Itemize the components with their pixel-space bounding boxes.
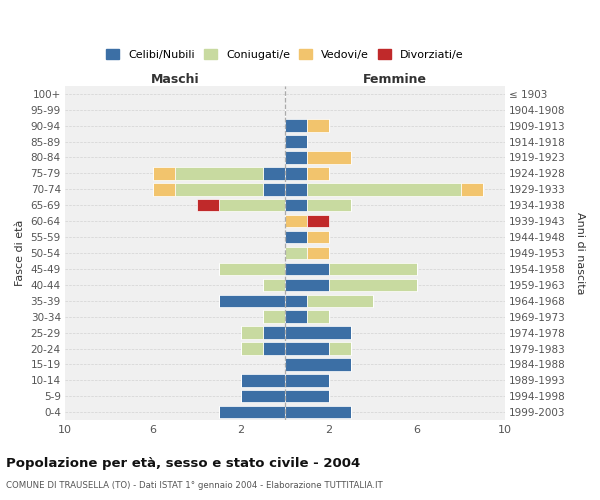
Bar	[285, 310, 307, 323]
Bar	[263, 326, 285, 339]
Bar	[241, 342, 263, 354]
Bar	[285, 406, 351, 418]
Bar	[285, 342, 329, 354]
Bar	[241, 326, 263, 339]
Text: Popolazione per età, sesso e stato civile - 2004: Popolazione per età, sesso e stato civil…	[6, 458, 360, 470]
Bar	[285, 390, 329, 402]
Bar	[307, 247, 329, 259]
Bar	[307, 120, 329, 132]
Bar	[307, 152, 351, 164]
Bar	[285, 152, 307, 164]
Bar	[197, 199, 219, 211]
Bar	[263, 342, 285, 354]
Text: Femmine: Femmine	[363, 73, 427, 86]
Bar	[329, 342, 351, 354]
Bar	[307, 294, 373, 307]
Text: COMUNE DI TRAUSELLA (TO) - Dati ISTAT 1° gennaio 2004 - Elaborazione TUTTITALIA.: COMUNE DI TRAUSELLA (TO) - Dati ISTAT 1°…	[6, 481, 383, 490]
Bar	[175, 183, 263, 196]
Bar	[263, 278, 285, 291]
Bar	[263, 167, 285, 179]
Bar	[285, 215, 307, 228]
Bar	[241, 374, 285, 386]
Bar	[153, 167, 175, 179]
Bar	[307, 167, 329, 179]
Bar	[285, 374, 329, 386]
Bar	[219, 262, 285, 275]
Bar	[285, 231, 307, 243]
Bar	[241, 390, 285, 402]
Bar	[285, 120, 307, 132]
Bar	[263, 310, 285, 323]
Bar	[329, 262, 417, 275]
Bar	[307, 310, 329, 323]
Bar	[285, 199, 307, 211]
Bar	[285, 294, 307, 307]
Legend: Celibi/Nubili, Coniugati/e, Vedovi/e, Divorziati/e: Celibi/Nubili, Coniugati/e, Vedovi/e, Di…	[101, 44, 468, 64]
Bar	[285, 136, 307, 148]
Bar	[285, 247, 307, 259]
Bar	[285, 262, 329, 275]
Bar	[307, 215, 329, 228]
Bar	[153, 183, 175, 196]
Bar	[307, 199, 351, 211]
Bar	[285, 358, 351, 370]
Bar	[285, 326, 351, 339]
Bar	[219, 294, 285, 307]
Bar	[263, 183, 285, 196]
Y-axis label: Fasce di età: Fasce di età	[15, 220, 25, 286]
Bar	[219, 199, 285, 211]
Bar	[307, 231, 329, 243]
Bar	[307, 183, 461, 196]
Bar	[219, 406, 285, 418]
Bar	[285, 278, 329, 291]
Text: Maschi: Maschi	[151, 73, 199, 86]
Bar	[175, 167, 263, 179]
Bar	[285, 183, 307, 196]
Bar	[461, 183, 482, 196]
Y-axis label: Anni di nascita: Anni di nascita	[575, 212, 585, 294]
Bar	[329, 278, 417, 291]
Bar	[285, 167, 307, 179]
